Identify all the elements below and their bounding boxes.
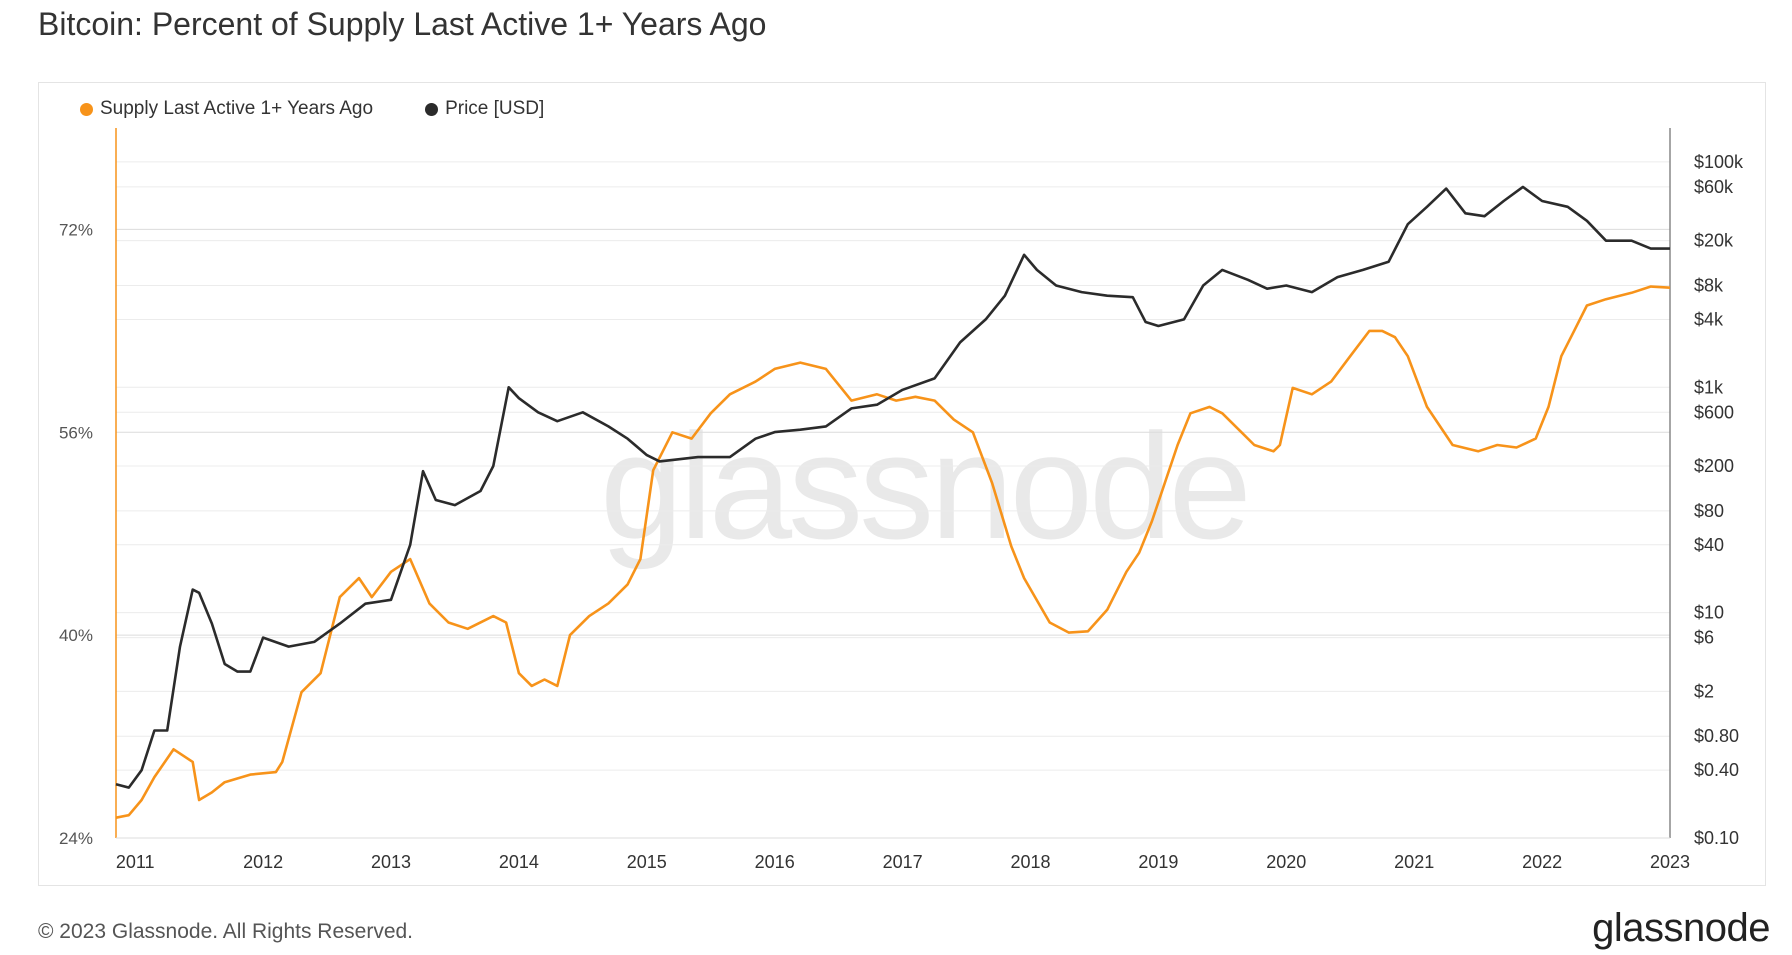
x-tick-label: 2011 xyxy=(116,852,155,872)
y-left-tick-label: 24% xyxy=(59,829,93,848)
y-left-tick-label: 72% xyxy=(59,220,93,239)
y-right-tick-label: $100k xyxy=(1694,152,1744,172)
y-right-tick-label: $0.80 xyxy=(1694,726,1739,746)
legend-label-price: Price [USD] xyxy=(445,98,545,119)
x-tick-label: 2015 xyxy=(627,852,667,872)
footer-copyright: © 2023 Glassnode. All Rights Reserved. xyxy=(38,920,414,943)
y-right-tick-label: $80 xyxy=(1694,501,1724,521)
y-right-tick-label: $1k xyxy=(1694,377,1724,397)
legend-dot-supply-icon xyxy=(80,102,93,116)
x-tick-label: 2019 xyxy=(1138,852,1178,872)
chart-legend: Supply Last Active 1+ Years Ago Price [U… xyxy=(80,98,544,120)
chart-frame xyxy=(38,82,1766,886)
x-tick-label: 2013 xyxy=(371,852,411,872)
x-tick-label: 2014 xyxy=(499,852,539,872)
series-line-price xyxy=(115,185,1670,789)
x-tick-label: 2018 xyxy=(1010,852,1050,872)
y-right-tick-label: $6 xyxy=(1694,628,1714,648)
y-left-tick-label: 56% xyxy=(59,423,93,442)
legend-item-price[interactable]: Price [USD] xyxy=(425,98,544,120)
x-tick-label: 2016 xyxy=(755,852,795,872)
legend-dot-price-icon xyxy=(425,102,439,116)
y-right-tick-label: $0.40 xyxy=(1694,760,1739,780)
y-right-tick-label: $60k xyxy=(1694,177,1734,197)
x-tick-label: 2022 xyxy=(1522,852,1562,872)
y-right-tick-label: $2 xyxy=(1694,681,1714,701)
page-title: Bitcoin: Percent of Supply Last Active 1… xyxy=(38,6,767,42)
y-left-tick-label: 40% xyxy=(59,626,93,645)
y-right-tick-label: $600 xyxy=(1694,402,1734,422)
y-right-tick-label: $10 xyxy=(1694,603,1724,623)
footer-logo[interactable]: glassnode xyxy=(1592,906,1770,950)
x-tick-label: 2021 xyxy=(1394,852,1434,872)
y-right-tick-label: $40 xyxy=(1694,535,1724,555)
y-right-tick-label: $200 xyxy=(1694,456,1734,476)
legend-label-supply: Supply Last Active 1+ Years Ago xyxy=(100,98,374,119)
x-tick-label: 2023 xyxy=(1650,852,1690,872)
y-right-tick-label: $20k xyxy=(1694,231,1734,251)
x-tick-label: 2012 xyxy=(243,852,283,872)
legend-item-supply[interactable]: Supply Last Active 1+ Years Ago xyxy=(80,98,373,120)
series-line-supply xyxy=(115,285,1671,819)
y-right-tick-label: $4k xyxy=(1694,309,1724,329)
y-right-tick-label: $0.10 xyxy=(1694,828,1739,848)
y-right-tick-label: $8k xyxy=(1694,276,1724,296)
x-tick-label: 2020 xyxy=(1266,852,1306,872)
x-tick-label: 2017 xyxy=(883,852,923,872)
